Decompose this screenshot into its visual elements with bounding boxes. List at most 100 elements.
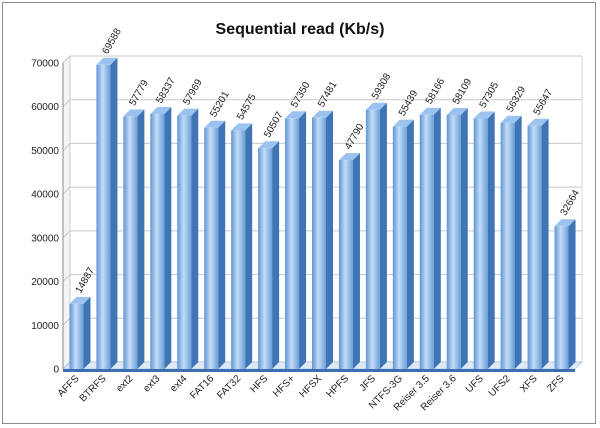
y-tick-label: 0 [53, 365, 59, 376]
bar-front [446, 114, 461, 370]
gridline [62, 99, 582, 108]
bar-top [231, 123, 253, 131]
x-tick-label: HFS [248, 373, 270, 395]
bar-side [272, 141, 280, 369]
x-tick-label: HFS+ [271, 373, 297, 399]
bar-side [137, 109, 145, 370]
bar-fat16 [204, 120, 226, 369]
bar-top [365, 102, 387, 110]
bar-top [69, 296, 91, 304]
bar-front [123, 116, 138, 370]
bar-top [338, 153, 360, 161]
bar-side [110, 57, 118, 370]
bar-side [299, 111, 307, 369]
bar-front [419, 114, 434, 370]
y-tick-label: 20000 [31, 277, 59, 288]
bar-ufs [473, 111, 495, 369]
bar-top [554, 219, 576, 227]
x-tick-label: FAT32 [215, 373, 243, 401]
bar-affs [69, 296, 91, 369]
chart-title: Sequential read (Kb/s) [216, 21, 385, 38]
bar-ext2 [123, 109, 145, 370]
bar-top [311, 110, 334, 118]
bar-side [218, 120, 226, 369]
x-tick-label: UFS [464, 373, 486, 395]
data-label: 69588 [100, 26, 124, 56]
bar-front [231, 130, 246, 369]
x-tick-label: ext3 [141, 373, 162, 394]
y-tick-label: 60000 [31, 102, 59, 113]
bar-front [177, 115, 192, 370]
bar-ntfs-3g [392, 119, 414, 369]
bar-front [473, 118, 488, 369]
bar-side [326, 110, 334, 369]
bar-top [177, 108, 199, 116]
x-tick-label: ext4 [168, 373, 189, 394]
bar-top [446, 107, 468, 115]
bar-front [365, 109, 380, 369]
bar-top [527, 118, 549, 126]
bar-top [419, 107, 441, 115]
bar-top [473, 111, 495, 119]
bar-front [338, 160, 353, 369]
bar-top [392, 119, 414, 127]
x-tick-label: FAT16 [188, 373, 216, 401]
bar-top [150, 106, 172, 114]
y-tick-label: 70000 [31, 59, 59, 70]
bar-ext3 [150, 106, 172, 369]
x-tick-label: UFS2 [487, 373, 513, 399]
bar-front [258, 148, 273, 369]
bar-top [123, 109, 145, 117]
x-tick-label: XFS [518, 373, 540, 395]
bar-reiser-3-6 [446, 107, 468, 370]
bar-fat32 [231, 123, 253, 369]
bar-top [204, 120, 226, 128]
chart-frame: Sequential read (Kb/s) 0 10000 20000 30000 4… [2, 2, 596, 424]
x-tick-label: ZFS [546, 373, 567, 394]
bar-side [406, 119, 414, 369]
bar-front [96, 64, 111, 369]
bar-front [69, 303, 84, 369]
y-tick-label: 40000 [31, 190, 59, 201]
bar-side [245, 123, 253, 369]
bar-hfs- [285, 111, 307, 369]
bar-side [352, 153, 360, 369]
gridline [62, 55, 582, 64]
x-tick-label: ext2 [114, 373, 135, 394]
bar-side [191, 108, 199, 370]
bar-jfs [365, 102, 387, 369]
bar-top [500, 115, 522, 123]
bar-side [83, 296, 91, 369]
bar-front [285, 118, 300, 369]
bar-front [311, 117, 327, 369]
bar-hfs [258, 141, 280, 369]
bar-ext4 [177, 108, 199, 370]
bar-side [433, 107, 441, 370]
bar-btrfs [96, 57, 118, 370]
bar-top [285, 111, 307, 119]
bar-reiser-3-5 [419, 107, 441, 370]
bar-front [500, 122, 515, 369]
bar-side [514, 115, 522, 369]
bar-side [379, 102, 387, 369]
y-tick-label: 30000 [31, 233, 59, 244]
bar-xfs [527, 118, 549, 370]
bar-side [568, 219, 576, 369]
bar-zfs [554, 219, 576, 369]
x-tick-label: HFSX [297, 373, 324, 400]
y-tick-label: 50000 [31, 146, 59, 157]
bar-side [164, 106, 172, 369]
bar-front [150, 113, 165, 369]
bar-front [554, 226, 569, 369]
bar-ufs2 [500, 115, 522, 369]
floor-edge [63, 369, 575, 372]
x-tick-label: JFS [358, 373, 379, 394]
bar-top [96, 57, 118, 65]
x-tick-label: HPFS [324, 373, 351, 400]
bar-front [392, 126, 407, 369]
bar-top [258, 141, 280, 149]
bar-side [460, 107, 468, 370]
bar-side [487, 111, 495, 369]
bar-hpfs [338, 153, 360, 369]
bar-chart: Sequential read (Kb/s) 0 10000 20000 30000 4… [31, 21, 583, 413]
